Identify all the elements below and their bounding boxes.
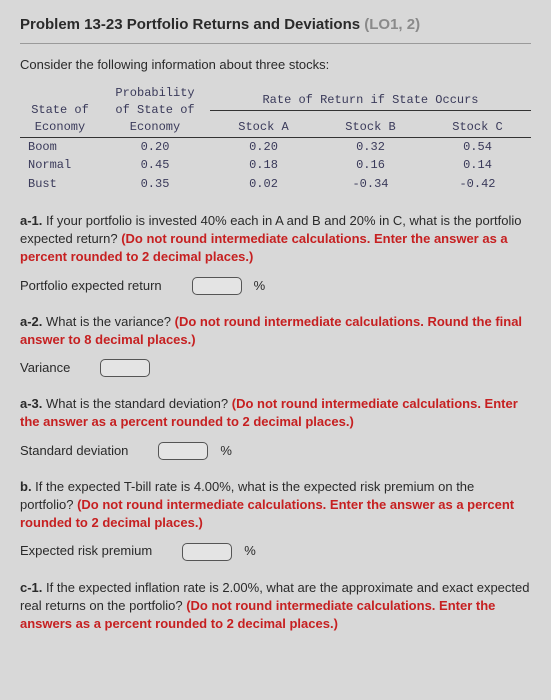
answer-label: Portfolio expected return bbox=[20, 277, 162, 295]
risk-premium-input[interactable] bbox=[182, 543, 232, 561]
unit: % bbox=[254, 277, 266, 295]
answer-row-a3: Standard deviation % bbox=[20, 442, 531, 460]
answer-row-a1: Portfolio expected return % bbox=[20, 277, 531, 295]
table-row: Normal 0.45 0.18 0.16 0.14 bbox=[20, 156, 531, 175]
intro-text: Consider the following information about… bbox=[20, 56, 531, 74]
cell: 0.02 bbox=[210, 175, 317, 194]
unit: % bbox=[220, 442, 232, 460]
stock-table: State of Economy Probability of State of… bbox=[20, 84, 531, 194]
col-state: State of Economy bbox=[20, 84, 100, 137]
question-c1: c-1. If the expected inflation rate is 2… bbox=[20, 579, 531, 634]
stddev-input[interactable] bbox=[158, 442, 208, 460]
answer-row-b: Expected risk premium % bbox=[20, 542, 531, 560]
q-prefix: c-1. bbox=[20, 580, 42, 595]
table-row: Bust 0.35 0.02 -0.34 -0.42 bbox=[20, 175, 531, 194]
col-stock-b: Stock B bbox=[317, 110, 424, 137]
question-b: b. If the expected T-bill rate is 4.00%,… bbox=[20, 478, 531, 533]
question-a2: a-2. What is the variance? (Do not round… bbox=[20, 313, 531, 349]
answer-label: Expected risk premium bbox=[20, 542, 152, 560]
cell: Boom bbox=[20, 137, 100, 156]
problem-title: Problem 13-23 Portfolio Returns and Devi… bbox=[20, 14, 531, 35]
cell: 0.20 bbox=[210, 137, 317, 156]
cell: Normal bbox=[20, 156, 100, 175]
cell: 0.16 bbox=[317, 156, 424, 175]
unit: % bbox=[244, 542, 256, 560]
col-stock-c: Stock C bbox=[424, 110, 531, 137]
cell: -0.42 bbox=[424, 175, 531, 194]
cell: -0.34 bbox=[317, 175, 424, 194]
answer-row-a2: Variance bbox=[20, 359, 531, 377]
divider bbox=[20, 43, 531, 44]
cell: 0.18 bbox=[210, 156, 317, 175]
answer-label: Standard deviation bbox=[20, 442, 128, 460]
cell: 0.54 bbox=[424, 137, 531, 156]
q-prefix: a-2. bbox=[20, 314, 42, 329]
q-text: What is the variance? bbox=[42, 314, 174, 329]
expected-return-input[interactable] bbox=[192, 277, 242, 295]
col-prob: Probability of State of Economy bbox=[100, 84, 210, 137]
col-rate-group: Rate of Return if State Occurs bbox=[210, 84, 531, 110]
title-lo: (LO1, 2) bbox=[364, 16, 420, 33]
q-text: What is the standard deviation? bbox=[42, 396, 231, 411]
q-prefix: b. bbox=[20, 479, 32, 494]
cell: 0.14 bbox=[424, 156, 531, 175]
cell: Bust bbox=[20, 175, 100, 194]
cell: 0.20 bbox=[100, 137, 210, 156]
variance-input[interactable] bbox=[100, 359, 150, 377]
title-main: Problem 13-23 Portfolio Returns and Devi… bbox=[20, 16, 360, 33]
cell: 0.32 bbox=[317, 137, 424, 156]
question-a3: a-3. What is the standard deviation? (Do… bbox=[20, 395, 531, 431]
table-row: Boom 0.20 0.20 0.32 0.54 bbox=[20, 137, 531, 156]
q-instruction: (Do not round intermediate calculations.… bbox=[20, 497, 514, 530]
question-a1: a-1. If your portfolio is invested 40% e… bbox=[20, 212, 531, 267]
q-prefix: a-1. bbox=[20, 213, 42, 228]
cell: 0.45 bbox=[100, 156, 210, 175]
col-stock-a: Stock A bbox=[210, 110, 317, 137]
q-prefix: a-3. bbox=[20, 396, 42, 411]
answer-label: Variance bbox=[20, 359, 70, 377]
cell: 0.35 bbox=[100, 175, 210, 194]
